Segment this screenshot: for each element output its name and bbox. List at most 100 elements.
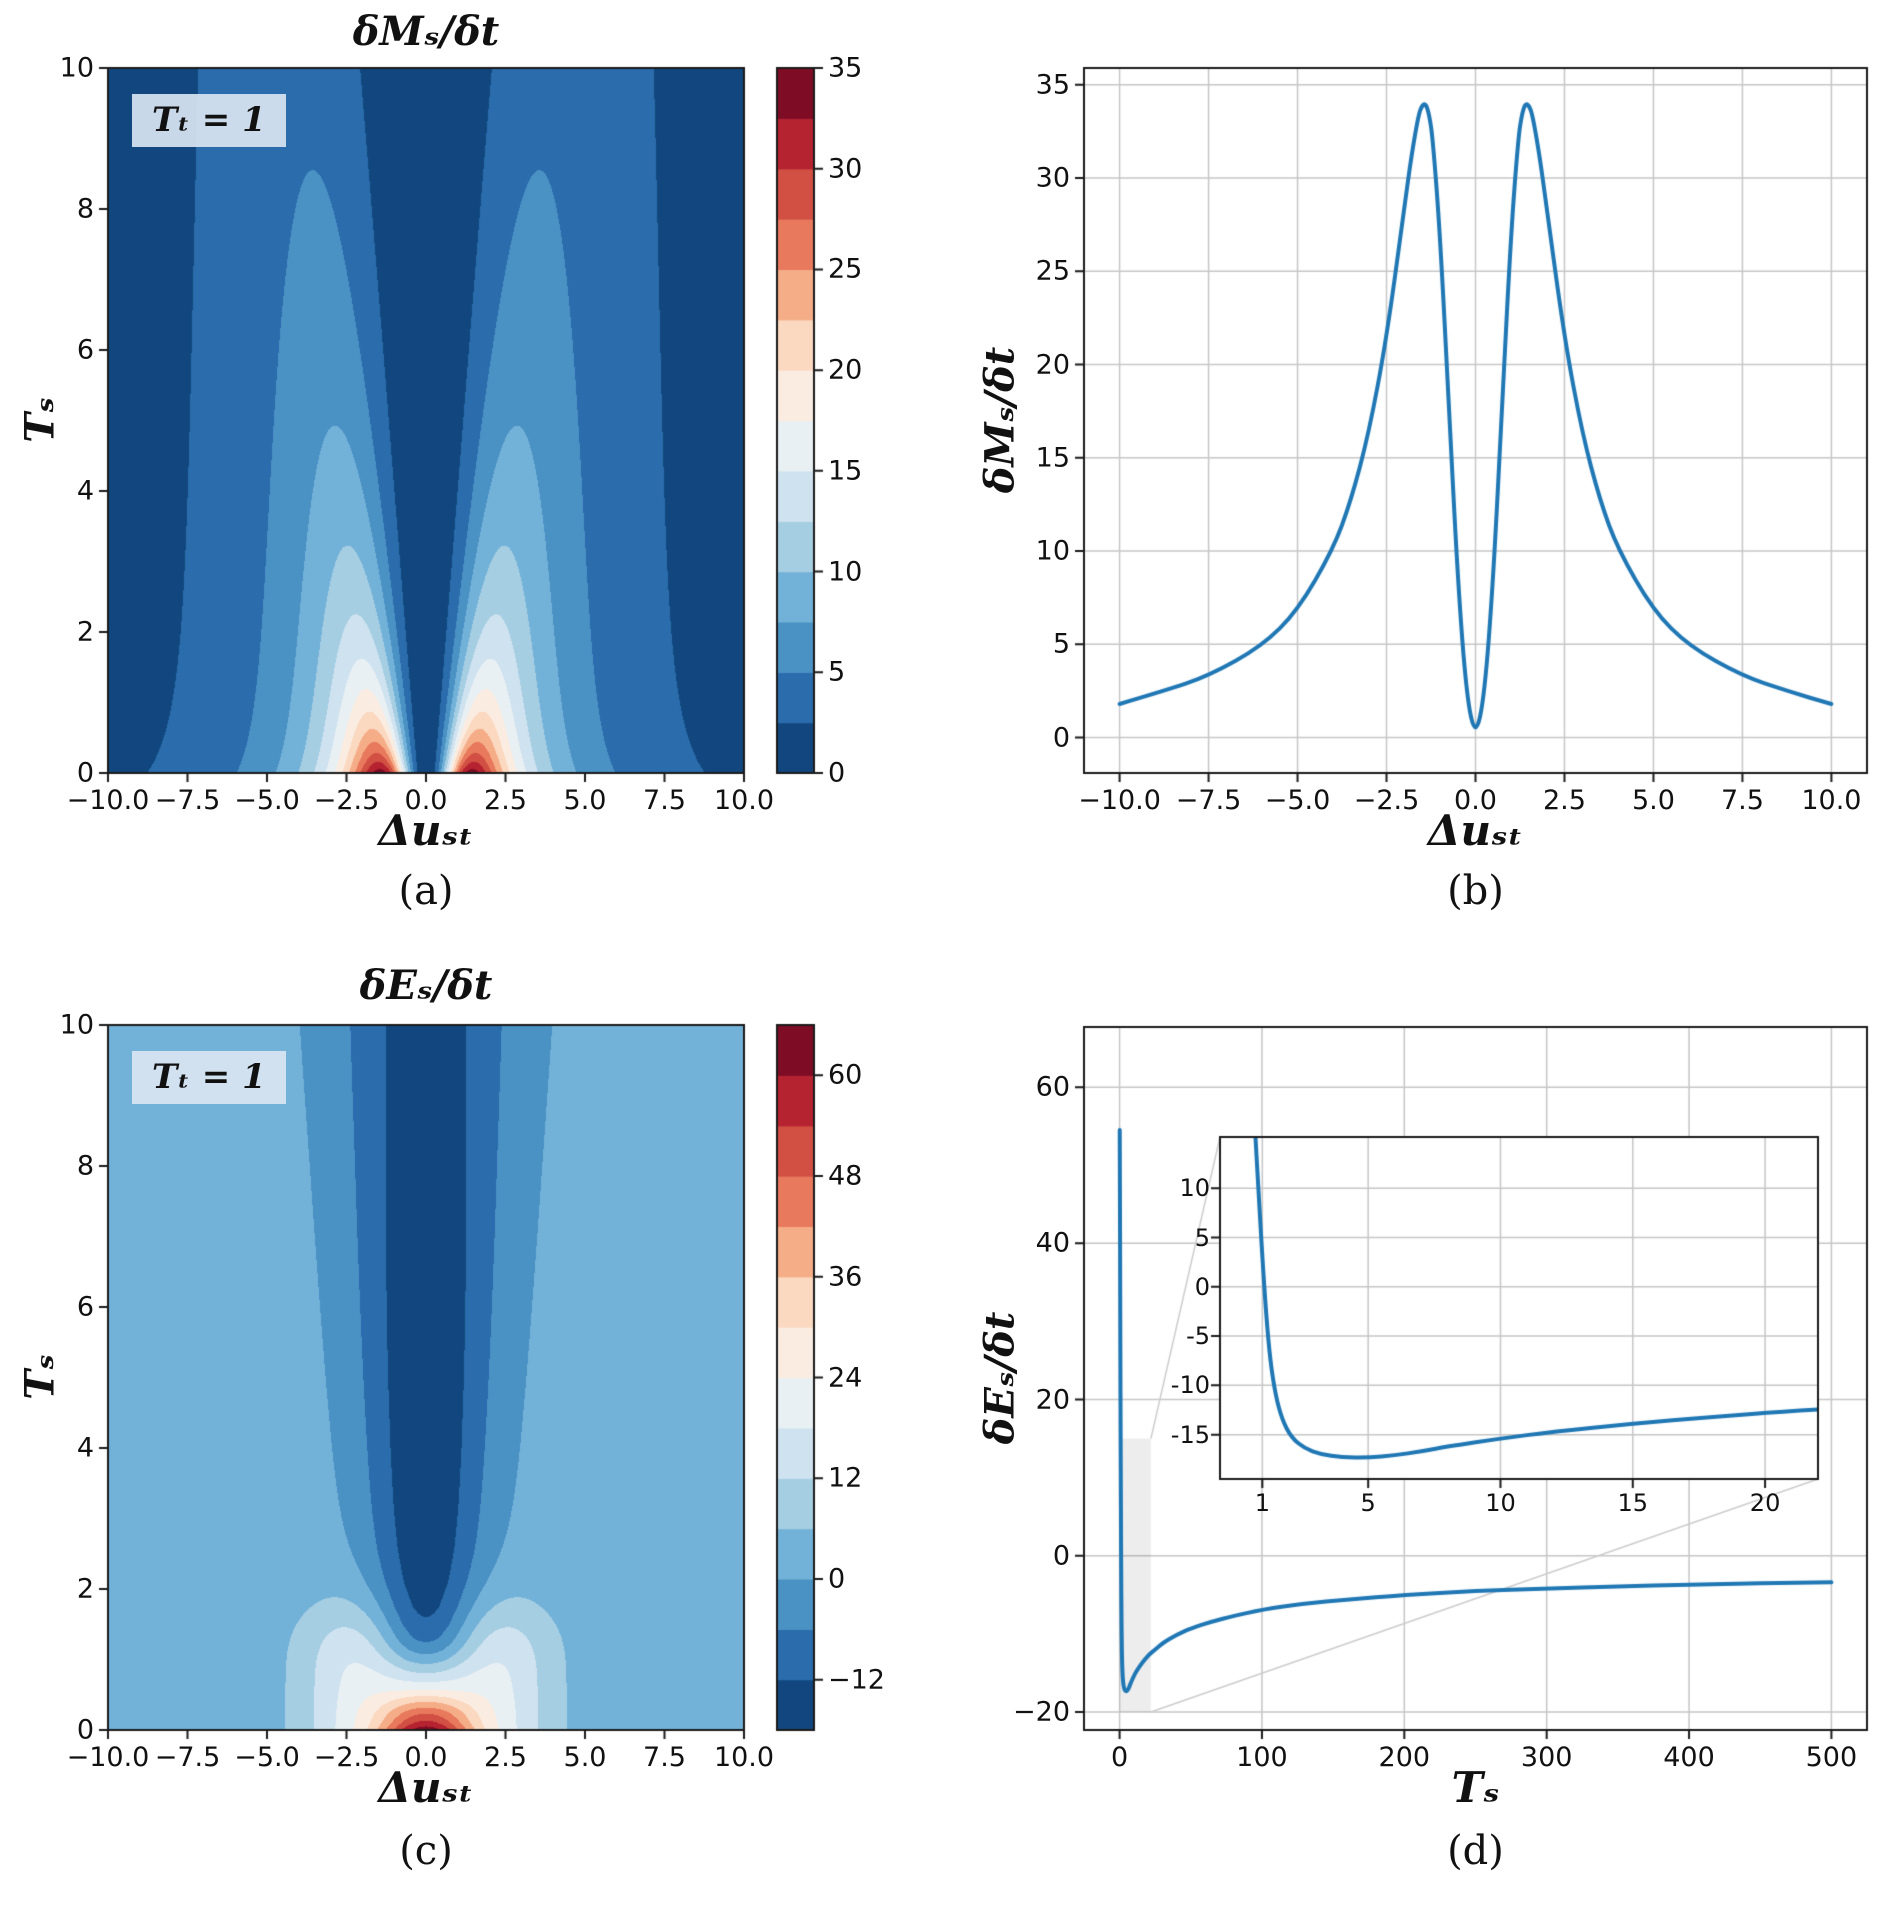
panel-b-xlabel: Δuₛₜ xyxy=(1427,806,1524,855)
c-colorbar-tick-label: 48 xyxy=(828,1160,863,1192)
c-x-tick-label: −10.0 xyxy=(66,1742,150,1773)
c-x-tick-label: 10.0 xyxy=(713,1742,775,1773)
colorbar-c xyxy=(761,1009,830,1746)
a-x-tick-label: −2.5 xyxy=(313,785,380,816)
panel-d-xlabel: Tₛ xyxy=(1451,1763,1500,1812)
d-x-tick-label: 500 xyxy=(1805,1742,1858,1773)
d-x-tick-label: 100 xyxy=(1236,1742,1288,1773)
c-colorbar-tick-label: 60 xyxy=(828,1059,863,1091)
b-x-tick-label: −10.0 xyxy=(1078,785,1161,816)
a-colorbar-tick-label: 35 xyxy=(828,52,863,84)
a-colorbar-tick-label: 5 xyxy=(828,656,846,688)
a-x-tick-label: 5.0 xyxy=(563,785,607,816)
panel-a-caption: (a) xyxy=(398,868,454,914)
panel-c-caption: (c) xyxy=(399,1828,453,1874)
panel-c-annotation: Tₜ = 1 xyxy=(132,1051,286,1104)
panel-b-caption: (b) xyxy=(1447,868,1504,914)
c-colorbar-tick-label: 0 xyxy=(828,1563,846,1595)
d-inset-x-tick-label: 1 xyxy=(1254,1489,1270,1517)
a-x-tick-label: −10.0 xyxy=(66,785,150,816)
b-y-tick-label: 5 xyxy=(1052,628,1070,660)
d-x-tick-label: 0 xyxy=(1110,1742,1129,1773)
a-x-tick-label: 2.5 xyxy=(484,785,527,816)
d-y-tick-label: 20 xyxy=(1035,1384,1070,1416)
b-x-tick-label: 2.5 xyxy=(1542,785,1586,816)
a-colorbar-tick-label: 15 xyxy=(828,455,863,487)
b-y-tick-label: 35 xyxy=(1035,69,1070,101)
d-inset-y-tick-label: -15 xyxy=(1170,1420,1210,1449)
contour-plot-a xyxy=(92,52,760,789)
a-x-tick-label: 7.5 xyxy=(643,785,686,816)
d-inset-x-tick-label: 20 xyxy=(1749,1489,1781,1517)
panel-b-ylabel: δMₛ/δt xyxy=(976,346,1024,494)
d-x-tick-label: 300 xyxy=(1520,1742,1573,1773)
b-y-tick-label: 20 xyxy=(1035,349,1070,381)
c-x-tick-label: −5.0 xyxy=(234,1742,300,1773)
c-colorbar-tick-label: 36 xyxy=(828,1261,863,1293)
b-y-tick-label: 25 xyxy=(1035,255,1070,287)
b-y-tick-label: 0 xyxy=(1052,722,1070,754)
panel-a-title: δMₛ/δt xyxy=(352,8,500,55)
contour-plot-c xyxy=(92,1009,760,1746)
d-inset-x-tick-label: 10 xyxy=(1485,1489,1516,1517)
a-x-tick-label: −5.0 xyxy=(234,785,300,816)
d-y-tick-label: −20 xyxy=(1013,1696,1070,1728)
b-x-tick-label: 10.0 xyxy=(1801,785,1862,816)
d-inset-y-tick-label: -10 xyxy=(1170,1371,1210,1400)
a-y-tick-label: 10 xyxy=(59,52,94,84)
b-x-tick-label: 5.0 xyxy=(1631,785,1675,816)
a-y-tick-label: 2 xyxy=(76,616,94,648)
d-y-tick-label: 60 xyxy=(1035,1071,1070,1103)
a-y-tick-label: 6 xyxy=(76,334,94,366)
d-x-tick-label: 200 xyxy=(1378,1742,1431,1773)
d-inset-y-tick-label: 0 xyxy=(1194,1272,1210,1301)
b-x-tick-label: −7.5 xyxy=(1175,785,1242,816)
panel-c-ylabel: Tₛ xyxy=(16,1354,64,1400)
a-x-tick-label: 10.0 xyxy=(713,785,775,816)
b-y-tick-label: 30 xyxy=(1035,162,1070,194)
c-x-tick-label: −7.5 xyxy=(154,1742,221,1773)
b-x-tick-label: −2.5 xyxy=(1353,785,1420,816)
panel-d-ylabel: δEₛ/δt xyxy=(976,1311,1024,1445)
a-y-tick-label: 4 xyxy=(76,475,94,507)
a-colorbar-tick-label: 20 xyxy=(828,354,863,386)
a-x-tick-label: −7.5 xyxy=(154,785,221,816)
c-colorbar-tick-label: 24 xyxy=(828,1362,863,1393)
c-y-tick-label: 2 xyxy=(76,1573,94,1605)
line-plot-b xyxy=(1068,52,1883,789)
panel-c-xlabel: Δuₛₜ xyxy=(378,1763,474,1812)
c-y-tick-label: 8 xyxy=(76,1150,94,1182)
c-y-tick-label: 10 xyxy=(59,1009,94,1041)
d-inset-y-tick-label: -5 xyxy=(1186,1322,1210,1351)
c-x-tick-label: 0.0 xyxy=(404,1742,448,1773)
c-colorbar-tick-label: −12 xyxy=(828,1664,885,1696)
a-colorbar-tick-label: 30 xyxy=(828,153,863,185)
d-x-tick-label: 400 xyxy=(1663,1742,1715,1773)
panel-a-ylabel: Tₛ xyxy=(16,397,64,443)
c-x-tick-label: 7.5 xyxy=(643,1742,686,1773)
a-y-tick-label: 8 xyxy=(76,193,94,225)
c-x-tick-label: 2.5 xyxy=(484,1742,527,1773)
c-x-tick-label: −2.5 xyxy=(313,1742,380,1773)
d-inset-x-tick-label: 15 xyxy=(1617,1489,1649,1517)
b-x-tick-label: −5.0 xyxy=(1264,785,1331,816)
d-y-tick-label: 40 xyxy=(1035,1227,1070,1259)
d-inset-y-tick-label: 5 xyxy=(1194,1223,1210,1252)
panel-d-caption: (d) xyxy=(1447,1828,1504,1874)
c-y-tick-label: 6 xyxy=(76,1291,94,1323)
c-y-tick-label: 4 xyxy=(76,1432,94,1464)
b-y-tick-label: 15 xyxy=(1035,442,1070,474)
b-y-tick-label: 10 xyxy=(1035,535,1070,567)
line-plot-d-inset xyxy=(1204,1121,1834,1495)
c-x-tick-label: 5.0 xyxy=(563,1742,607,1773)
a-colorbar-tick-label: 10 xyxy=(828,556,863,588)
b-x-tick-label: 7.5 xyxy=(1720,785,1764,816)
a-x-tick-label: 0.0 xyxy=(404,785,448,816)
b-x-tick-label: 0.0 xyxy=(1454,785,1497,816)
a-colorbar-tick-label: 25 xyxy=(828,253,863,285)
d-inset-x-tick-label: 5 xyxy=(1360,1489,1376,1517)
a-colorbar-tick-label: 0 xyxy=(828,757,846,789)
panel-a-annotation: Tₜ = 1 xyxy=(132,94,286,147)
d-y-tick-label: 0 xyxy=(1052,1540,1070,1572)
